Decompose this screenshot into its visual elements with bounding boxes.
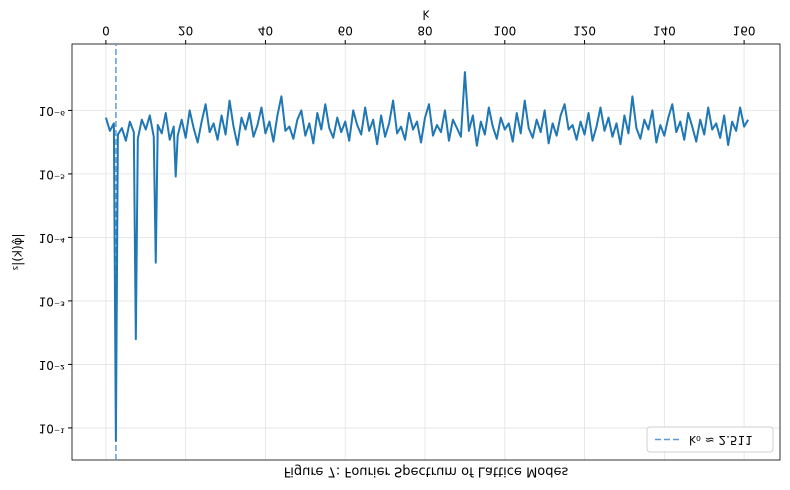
y-tick-label: 10⁻⁶ (39, 104, 66, 118)
x-axis-label: k (423, 8, 430, 22)
legend-label: k₀ ≈ 2.511 (689, 433, 753, 447)
plot-frame (71, 43, 781, 461)
chart-title: Figure 7: Fourier Spectrum of Lattice Mo… (284, 464, 569, 479)
y-tick-label: 10⁻³ (39, 294, 66, 308)
data-line (104, 71, 749, 442)
y-axis-label: |φ̂(k)|² (11, 233, 25, 270)
x-tick-label: 40 (258, 24, 273, 38)
y-tick-label: 10⁻⁴ (39, 231, 66, 245)
x-tick-label: 0 (102, 24, 110, 38)
y-tick-label: 10⁻⁵ (39, 167, 66, 181)
x-tick-label: 80 (417, 24, 432, 38)
x-tick-label: 60 (338, 24, 353, 38)
legend-box (646, 426, 774, 453)
x-tick-label: 140 (653, 24, 676, 38)
y-tick-label: 10⁻¹ (39, 421, 66, 435)
x-tick-label: 100 (493, 24, 516, 38)
y-tick-label: 10⁻² (39, 358, 66, 372)
x-tick-label: 20 (178, 24, 193, 38)
x-tick-label: 120 (573, 24, 596, 38)
x-tick-label: 160 (733, 24, 756, 38)
